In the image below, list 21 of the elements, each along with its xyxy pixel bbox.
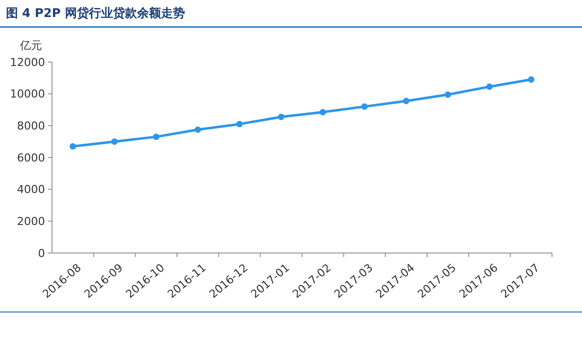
- point: [486, 83, 493, 90]
- y-tick-label: 4000: [17, 183, 45, 196]
- y-tick-label: 2000: [17, 215, 45, 228]
- point: [152, 134, 160, 140]
- point: [194, 126, 202, 133]
- point: [402, 98, 410, 104]
- point: [236, 120, 243, 128]
- chart-title: 图 4 P2P 网贷行业贷款余额走势: [6, 6, 185, 20]
- y-tick-label: 6000: [17, 151, 45, 164]
- point: [320, 108, 326, 116]
- y-tick-label: 12000: [10, 56, 45, 69]
- point: [361, 103, 368, 110]
- y-tick-label: 0: [38, 246, 45, 260]
- point: [528, 76, 534, 83]
- point: [444, 91, 452, 98]
- y-axis-title: 亿元: [19, 39, 42, 52]
- y-tick-label: 10000: [10, 88, 45, 101]
- point: [111, 138, 118, 145]
- point: [70, 143, 76, 150]
- point: [278, 114, 284, 120]
- y-tick-label: 8000: [17, 120, 45, 133]
